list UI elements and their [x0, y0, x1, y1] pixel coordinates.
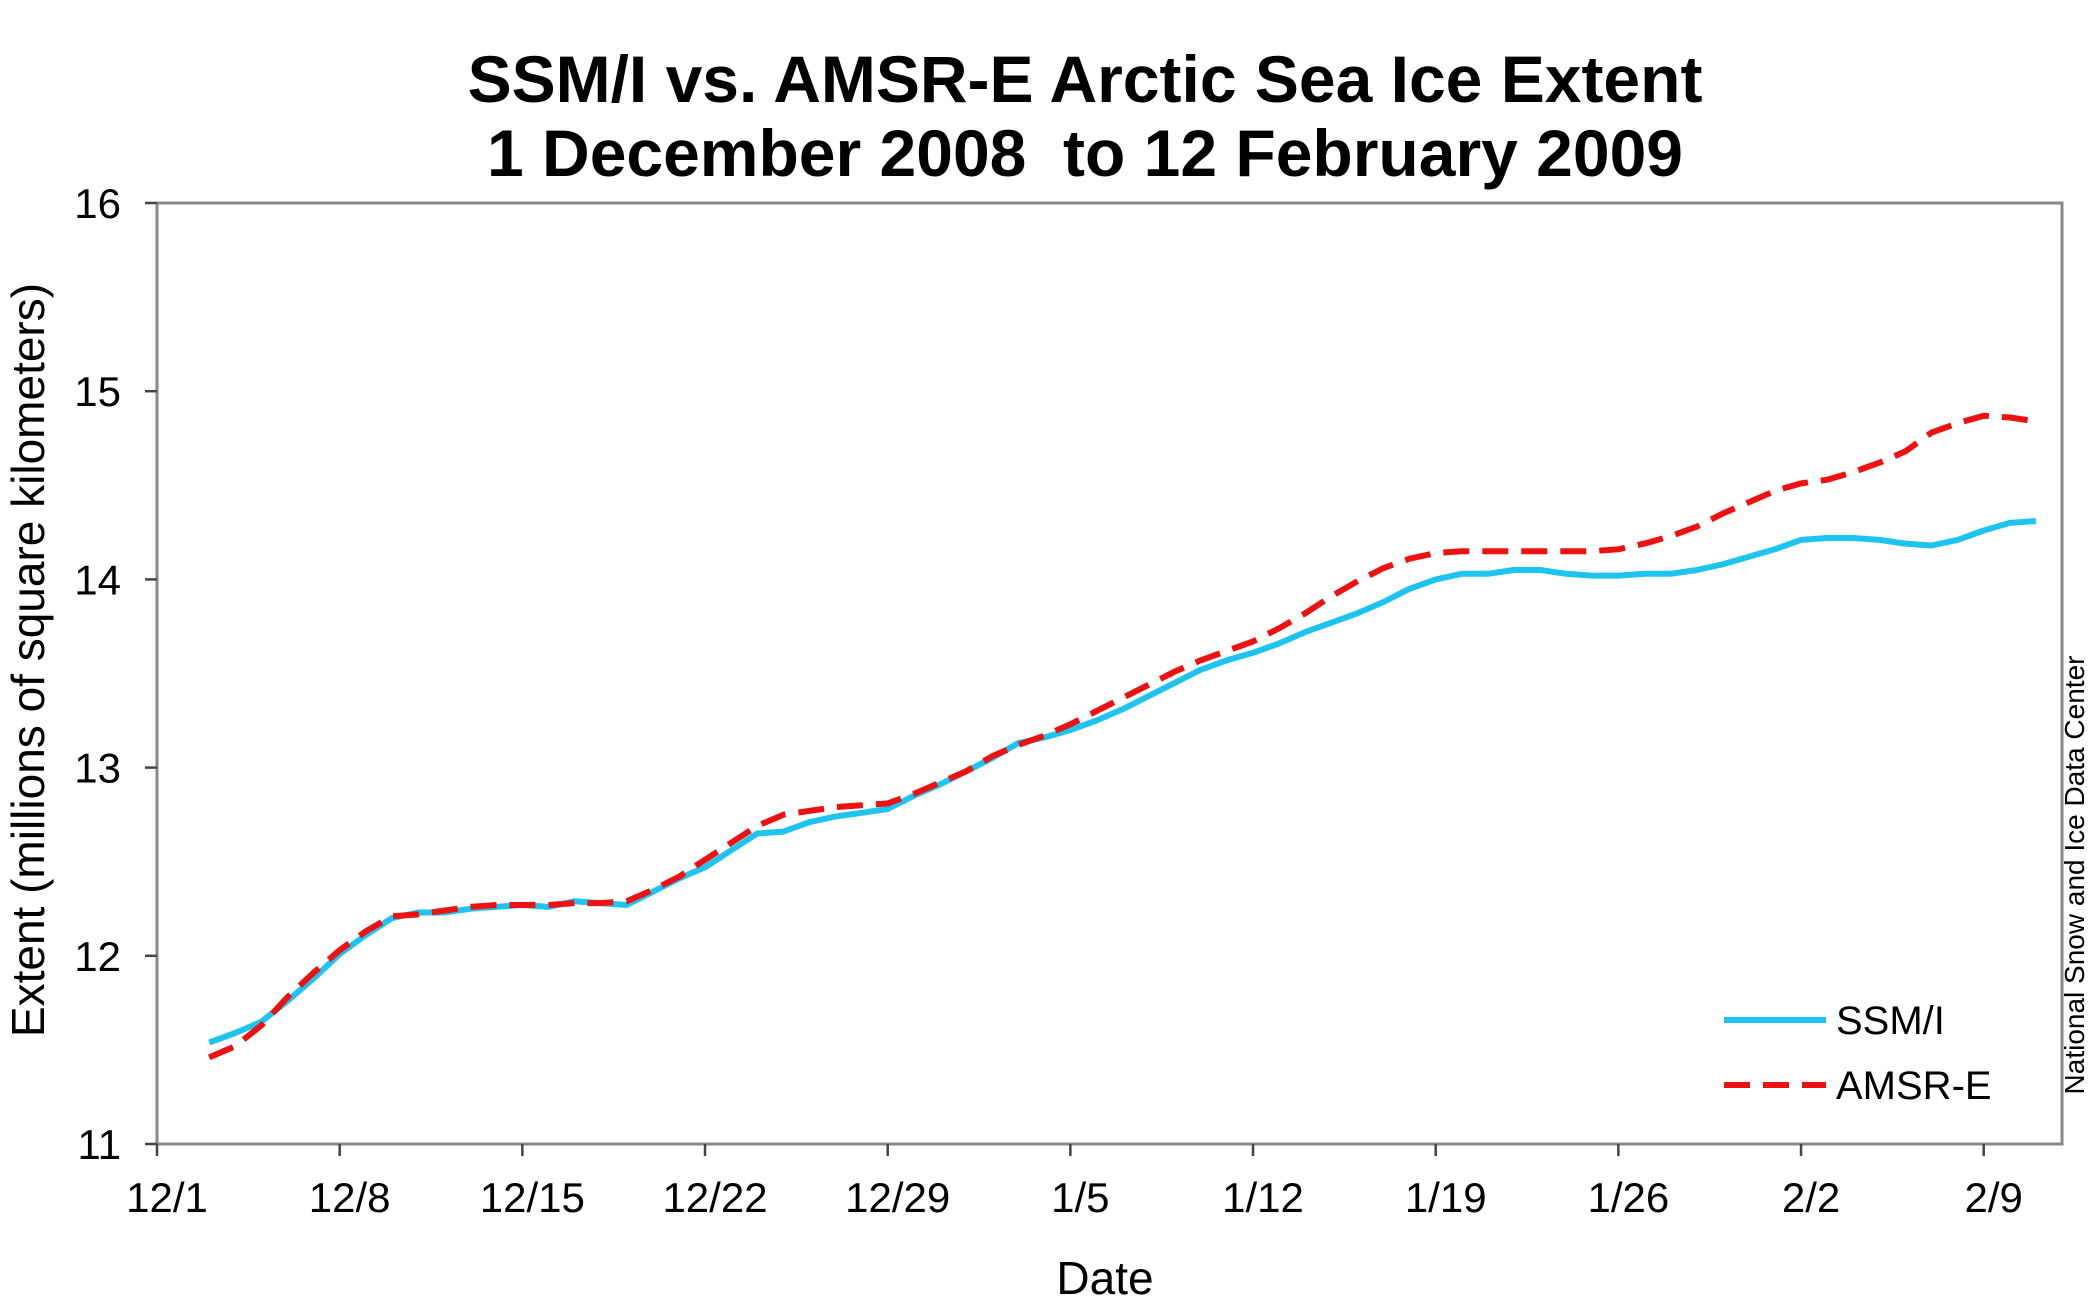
x-tick-label: 2/2	[1782, 1174, 1840, 1221]
y-axis-ticks: 11 12 13 14 15 16	[74, 180, 157, 1168]
x-tick-label: 12/29	[845, 1174, 950, 1221]
x-axis-title: Date	[1056, 1252, 1153, 1304]
chart-subtitle: 1 December 2008 to 12 February 2009	[487, 116, 1683, 190]
y-tick-label: 13	[74, 745, 121, 792]
y-tick-label: 11	[77, 1121, 121, 1168]
x-tick-label: 1/19	[1405, 1174, 1487, 1221]
legend-label-amsre: AMSR-E	[1836, 1064, 1992, 1108]
x-tick-label: 12/15	[480, 1174, 585, 1221]
y-axis-title: Extent (millions of square kilometers)	[2, 283, 54, 1037]
plot-area	[155, 201, 2064, 1146]
legend: SSM/I AMSR-E	[1724, 999, 1992, 1108]
x-tick-label: 2/9	[1965, 1174, 2023, 1221]
y-tick-label: 14	[74, 556, 121, 603]
series-lines	[208, 412, 2037, 1061]
y-tick-label: 15	[74, 368, 121, 415]
y-tick-label: 12	[74, 933, 121, 980]
series-line-ssm-i	[208, 518, 2037, 1046]
credit-text: National Snow and Ice Data Center	[2059, 656, 2090, 1095]
y-tick-label: 16	[74, 180, 121, 227]
x-tick-label: 1/5	[1051, 1174, 1109, 1221]
plot-frame	[155, 201, 2064, 1146]
chart-title: SSM/I vs. AMSR-E Arctic Sea Ice Extent	[468, 42, 1703, 116]
x-tick-label: 12/1	[126, 1174, 208, 1221]
legend-label-ssmi: SSM/I	[1836, 999, 1945, 1043]
x-axis-ticks: 12/1 12/8 12/15 12/22 12/29 1/5 1/12 1/19 1/26 2/…	[126, 1144, 2023, 1221]
x-tick-label: 12/8	[309, 1174, 391, 1221]
series-line-amsr-e	[208, 412, 2037, 1061]
x-tick-label: 1/12	[1222, 1174, 1304, 1221]
x-tick-label: 12/22	[662, 1174, 767, 1221]
x-tick-label: 1/26	[1587, 1174, 1669, 1221]
